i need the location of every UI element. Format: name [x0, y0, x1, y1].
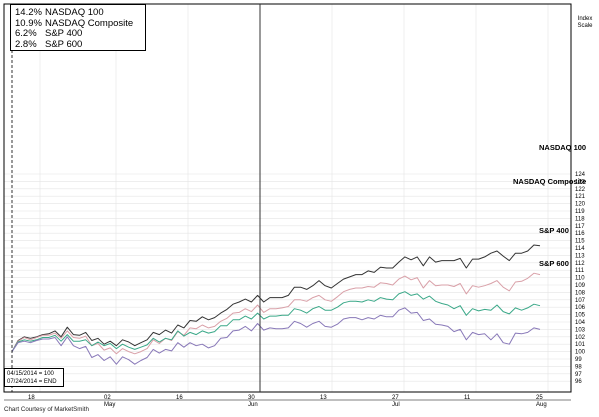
y-tick-label: 106	[575, 305, 586, 311]
series-line	[11, 307, 541, 365]
y-tick-label: 117	[575, 224, 585, 230]
series-end-label: NASDAQ 100	[539, 143, 586, 152]
y-tick-label: 112	[575, 261, 585, 267]
chart-credit: Chart Courtesy of MarketSmith	[4, 406, 89, 413]
y-tick-label: 107	[575, 298, 586, 304]
legend: 14.2% NASDAQ 100 10.9% NASDAQ Composite 6.…	[10, 4, 146, 51]
series-line	[11, 244, 541, 352]
month-label: Jun	[248, 402, 258, 408]
y-tick-label: 109	[575, 283, 586, 289]
y-tick-label: 124	[575, 172, 586, 178]
legend-pct: 10.9%	[15, 17, 42, 29]
y-tick-label: 123	[575, 179, 586, 185]
y-tick-label: 108	[575, 290, 586, 296]
legend-pct: 6.2%	[15, 28, 37, 39]
month-label: Aug	[536, 402, 547, 408]
y-tick-label: 96	[575, 379, 582, 385]
y-tick-label: 97	[575, 372, 582, 378]
x-tick-label: 02	[104, 395, 111, 401]
series-line	[11, 272, 541, 355]
plot-frame	[3, 3, 572, 393]
month-label: Jul	[392, 402, 400, 408]
month-label: May	[104, 402, 115, 408]
series-end-label: NASDAQ Composite	[513, 177, 586, 186]
legend-pct: 2.8%	[15, 38, 37, 50]
series-lines	[11, 244, 541, 365]
y-tick-label: 110	[575, 276, 585, 282]
y-tick-label: 122	[575, 187, 586, 193]
legend-name: S&P 400	[45, 28, 83, 39]
legend-pct: 14.2%	[15, 7, 42, 18]
y-tick-label: 99	[575, 357, 582, 363]
index-scale-label: Scale	[577, 23, 593, 29]
y-tick-label: 120	[575, 202, 586, 208]
end-date-line: 07/24/2014 = END	[7, 379, 57, 385]
y-tick-label: 98	[575, 364, 582, 370]
series-end-label: S&P 400	[539, 226, 569, 235]
y-tick-label: 102	[575, 335, 586, 341]
y-tick-label: 114	[575, 246, 585, 252]
y-tick-label: 119	[575, 209, 585, 215]
x-tick-label: 27	[392, 395, 399, 401]
gridlines	[4, 4, 571, 392]
x-tick-label: 30	[248, 395, 255, 401]
labels: 9697989910010110210310410510610710810911…	[28, 143, 586, 408]
x-tick-label: 16	[176, 395, 183, 401]
y-tick-label: 118	[575, 216, 585, 222]
y-tick-label: 101	[575, 342, 586, 348]
y-tick-label: 105	[575, 313, 586, 319]
y-tick-label: 116	[575, 231, 585, 237]
x-tick-label: 25	[536, 395, 543, 401]
x-tick-label: 13	[320, 395, 327, 401]
legend-name: NASDAQ Composite	[45, 17, 134, 29]
y-tick-label: 113	[575, 253, 585, 259]
legend-name: NASDAQ 100	[45, 7, 104, 18]
y-tick-label: 104	[575, 320, 586, 326]
y-tick-label: 103	[575, 327, 586, 333]
y-tick-label: 115	[575, 239, 585, 245]
y-tick-label: 111	[575, 268, 585, 274]
series-end-label: S&P 600	[539, 259, 569, 268]
date-info-box: 04/15/2014 = 100 07/24/2014 = END	[4, 368, 64, 387]
legend-name: S&P 600	[45, 38, 83, 50]
base-date-line: 04/15/2014 = 100	[7, 371, 54, 377]
series-line	[11, 291, 541, 352]
x-tick-label: 11	[464, 395, 471, 401]
x-tick-label: 18	[28, 395, 35, 401]
legend-entry: 10.9% NASDAQ Composite	[15, 17, 145, 30]
legend-entry: 14.2% NASDAQ 100	[15, 7, 145, 19]
index-scale-label: Index	[577, 16, 593, 22]
y-tick-label: 100	[575, 350, 586, 356]
legend-entry: 2.8% S&P 600	[15, 38, 145, 51]
legend-entry: 6.2% S&P 400	[15, 28, 145, 40]
axes	[3, 3, 572, 401]
y-tick-label: 121	[575, 194, 586, 200]
